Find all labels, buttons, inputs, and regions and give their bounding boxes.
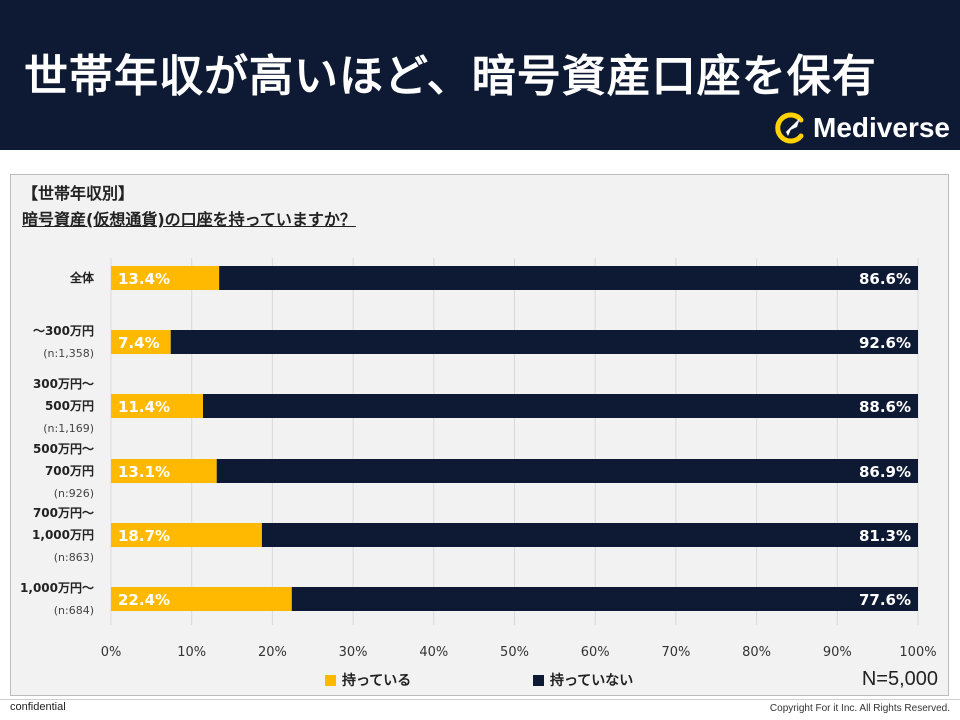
bar-no [219,266,918,290]
legend-item-no: 持っていない [533,670,633,690]
data-label-no: 86.6% [859,270,911,288]
x-tick-label: 70% [661,645,690,660]
footer-confidential: confidential [10,701,66,713]
x-tick-label: 40% [419,645,448,660]
bar-yes [111,459,217,483]
data-label-yes: 13.4% [118,270,170,288]
category-label: (n:1,358) [43,347,94,360]
data-label-yes: 22.4% [118,591,170,609]
data-label-no: 77.6% [859,591,911,609]
header-bar: 世帯年収が高いほど、暗号資産口座を保有 Mediverse [0,0,960,150]
brand-logo: Mediverse [773,110,950,146]
chart-heading: 【世帯年収別】 [22,184,135,203]
category-label: 300万円～ [33,377,94,391]
category-label: 1,000万円 [32,528,94,542]
chart-question: 暗号資産(仮想通貨)の口座を持っていますか？ [22,210,356,229]
data-label-no: 88.6% [859,398,911,416]
category-label: (n:863) [54,551,94,564]
x-tick-label: 90% [823,645,852,660]
x-tick-label: 100% [899,645,936,660]
category-label: 700万円 [45,464,94,478]
category-label: 700万円～ [33,506,94,520]
bar-yes [111,587,292,611]
data-label-yes: 7.4% [118,334,160,352]
legend-swatch-yes [325,674,336,686]
legend-swatch-no [533,674,544,686]
x-tick-label: 10% [177,645,206,660]
bar-no [261,523,918,547]
x-tick-label: 20% [258,645,287,660]
data-label-yes: 11.4% [118,398,170,416]
rocket-icon [775,112,804,144]
x-tick-label: 60% [581,645,610,660]
x-tick-label: 30% [339,645,368,660]
legend-item-yes: 持っている [325,670,411,690]
footer-copyright: Copyright For it Inc. All Rights Reserve… [769,703,950,714]
data-label-yes: 18.7% [118,527,170,545]
brand-name: Mediverse [813,112,950,143]
sample-size: N=5,000 [861,668,938,690]
category-label: ～300万円 [33,324,94,338]
bar-yes [111,330,171,354]
bar-no [170,330,918,354]
x-tick-label: 50% [500,645,529,660]
x-tick-label: 0% [101,645,122,660]
category-label: 全体 [69,270,95,285]
bar-yes [111,394,203,418]
bar-no [202,394,919,418]
legend-label-yes: 持っている [342,673,412,689]
category-label: (n:684) [54,604,94,617]
bar-yes [111,266,220,290]
footer-divider [0,699,960,700]
category-label: 500万円～ [33,442,94,456]
category-label: (n:1,169) [43,422,94,435]
category-label: 1,000万円～ [20,581,94,595]
category-label: (n:926) [54,487,94,500]
bar-yes [111,523,262,547]
data-label-no: 81.3% [859,527,911,545]
category-label: 500万円 [45,399,94,413]
data-label-yes: 13.1% [118,463,170,481]
page-title: 世帯年収が高いほど、暗号資産口座を保有 [24,51,877,102]
bar-no [291,587,918,611]
x-tick-label: 80% [742,645,771,660]
bar-no [216,459,919,483]
data-label-no: 92.6% [859,334,911,352]
data-label-no: 86.9% [859,463,911,481]
legend-label-no: 持っていない [550,673,634,689]
